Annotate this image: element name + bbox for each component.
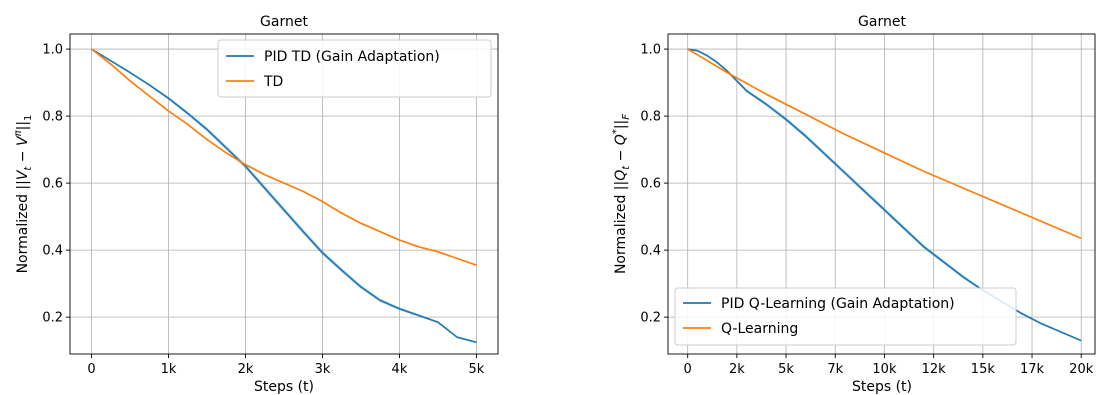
y-tick-label: 0.6	[640, 177, 661, 192]
x-tick-label: 0	[684, 362, 692, 377]
tick-layer: 0 2k 5k 7k 10k 12k 15k 17k 20k 0.2 0.4 0.6 0.8 1.0	[640, 43, 1093, 377]
y-tick-label: 0.8	[42, 110, 63, 125]
x-tick-label: 5k	[778, 362, 794, 377]
y-tick-label: 1.0	[42, 43, 63, 58]
legend-box	[217, 39, 492, 98]
x-tick-label: 0	[87, 362, 95, 377]
axes-frame	[667, 33, 1096, 355]
chart-title: Garnet	[858, 14, 906, 30]
y-axis-label: Normalized ||Vt − Vπ||1	[13, 115, 34, 274]
y-axis-label: Normalized ||Qt − Q*||F	[611, 114, 632, 274]
legend-label-pid-td: PID TD (Gain Adaptation)	[264, 49, 440, 65]
tick-layer: 0 1k 2k 3k 4k 5k 0.2 0.4 0.6 0.8 1.0	[42, 43, 484, 377]
axes-frame	[69, 33, 499, 355]
x-tick-label: 10k	[872, 362, 897, 377]
legend: PID Q-Learning (Gain Adaptation) Q-Learn…	[674, 287, 1017, 346]
chart-title: Garnet	[260, 14, 308, 30]
series-line	[687, 48, 1082, 240]
x-tick-label: 2k	[729, 362, 745, 377]
x-tick-label: 3k	[315, 362, 331, 377]
y-tick-label: 0.2	[42, 311, 63, 326]
legend-box	[674, 287, 1017, 346]
x-tick-label: 4k	[392, 362, 408, 377]
series-line	[91, 48, 477, 344]
y-tick-label: 0.2	[640, 311, 661, 326]
x-axis-label: Steps (t)	[254, 379, 314, 395]
legend: PID TD (Gain Adaptation) TD	[217, 39, 492, 98]
y-tick-label: 0.8	[640, 110, 661, 125]
chart-q-learning: 0 2k 5k 7k 10k 12k 15k 17k 20k 0.2 0.4 0.6 0.8 1.0 Ga…	[611, 14, 1096, 395]
x-tick-label: 7k	[827, 362, 843, 377]
y-tick-label: 0.6	[42, 177, 63, 192]
y-tick-label: 0.4	[640, 244, 661, 259]
x-tick-label: 15k	[971, 362, 996, 377]
x-tick-label: 1k	[161, 362, 177, 377]
series-layer	[91, 48, 477, 344]
x-tick-label: 12k	[922, 362, 947, 377]
series-line	[91, 48, 477, 267]
x-tick-label: 5k	[469, 362, 485, 377]
x-axis-label: Steps (t)	[852, 379, 912, 395]
y-tick-label: 1.0	[640, 43, 661, 58]
y-tick-label: 0.4	[42, 244, 63, 259]
chart-td: 0 1k 2k 3k 4k 5k 0.2 0.4 0.6 0.8 1.0 Garnet Steps …	[13, 14, 499, 395]
x-tick-label: 20k	[1069, 362, 1094, 377]
legend-label-pid-q: PID Q-Learning (Gain Adaptation)	[721, 296, 955, 312]
legend-label-td: TD	[263, 74, 283, 90]
x-tick-label: 17k	[1020, 362, 1045, 377]
x-tick-label: 2k	[238, 362, 254, 377]
legend-label-q: Q-Learning	[721, 321, 798, 337]
